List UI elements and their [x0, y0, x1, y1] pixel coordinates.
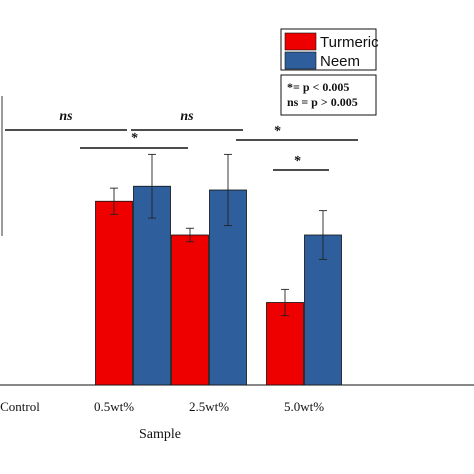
bars — [95, 185, 342, 386]
x-tick-label-control: Control — [0, 399, 40, 414]
significance-label-2: * — [131, 131, 139, 146]
legend: Turmeric Neem — [280, 28, 379, 71]
x-tick-label-2-5wt-: 2.5wt% — [189, 399, 229, 414]
x-tick-label-0-5wt-: 0.5wt% — [94, 399, 134, 414]
legend-label-neem: Neem — [320, 53, 360, 70]
x-tick-labels: Control 0.5wt% 2.5wt% 5.0wt% — [0, 399, 324, 414]
bar-neem-0-5wt- — [133, 185, 171, 386]
significance-note: *= p < 0.005 ns = p > 0.005 — [280, 74, 377, 116]
x-axis-label: Sample — [139, 427, 181, 442]
x-tick-label-5-0wt-: 5.0wt% — [284, 399, 324, 414]
significance-label-1: ns — [59, 109, 73, 124]
significance-note-box — [280, 74, 377, 116]
significance-brackets: ns * ns * * — [5, 109, 358, 171]
bar-turmeric-0-5wt- — [95, 200, 133, 386]
legend-swatch-neem — [284, 51, 317, 70]
legend-swatch-turmeric — [284, 32, 317, 51]
bar-neem-5-0wt- — [304, 234, 342, 386]
significance-label-4: * — [274, 124, 282, 139]
legend-label-turmeric: Turmeric — [320, 34, 379, 51]
significance-note-line-1: *= p < 0.005 — [287, 80, 349, 94]
error-bars — [1, 96, 327, 317]
bar-turmeric-5-0wt- — [266, 302, 304, 386]
significance-label-3: ns — [180, 109, 194, 124]
significance-label-5: * — [294, 154, 302, 169]
bar-turmeric-2-5wt- — [171, 234, 209, 386]
significance-note-line-2: ns = p > 0.005 — [287, 95, 358, 109]
